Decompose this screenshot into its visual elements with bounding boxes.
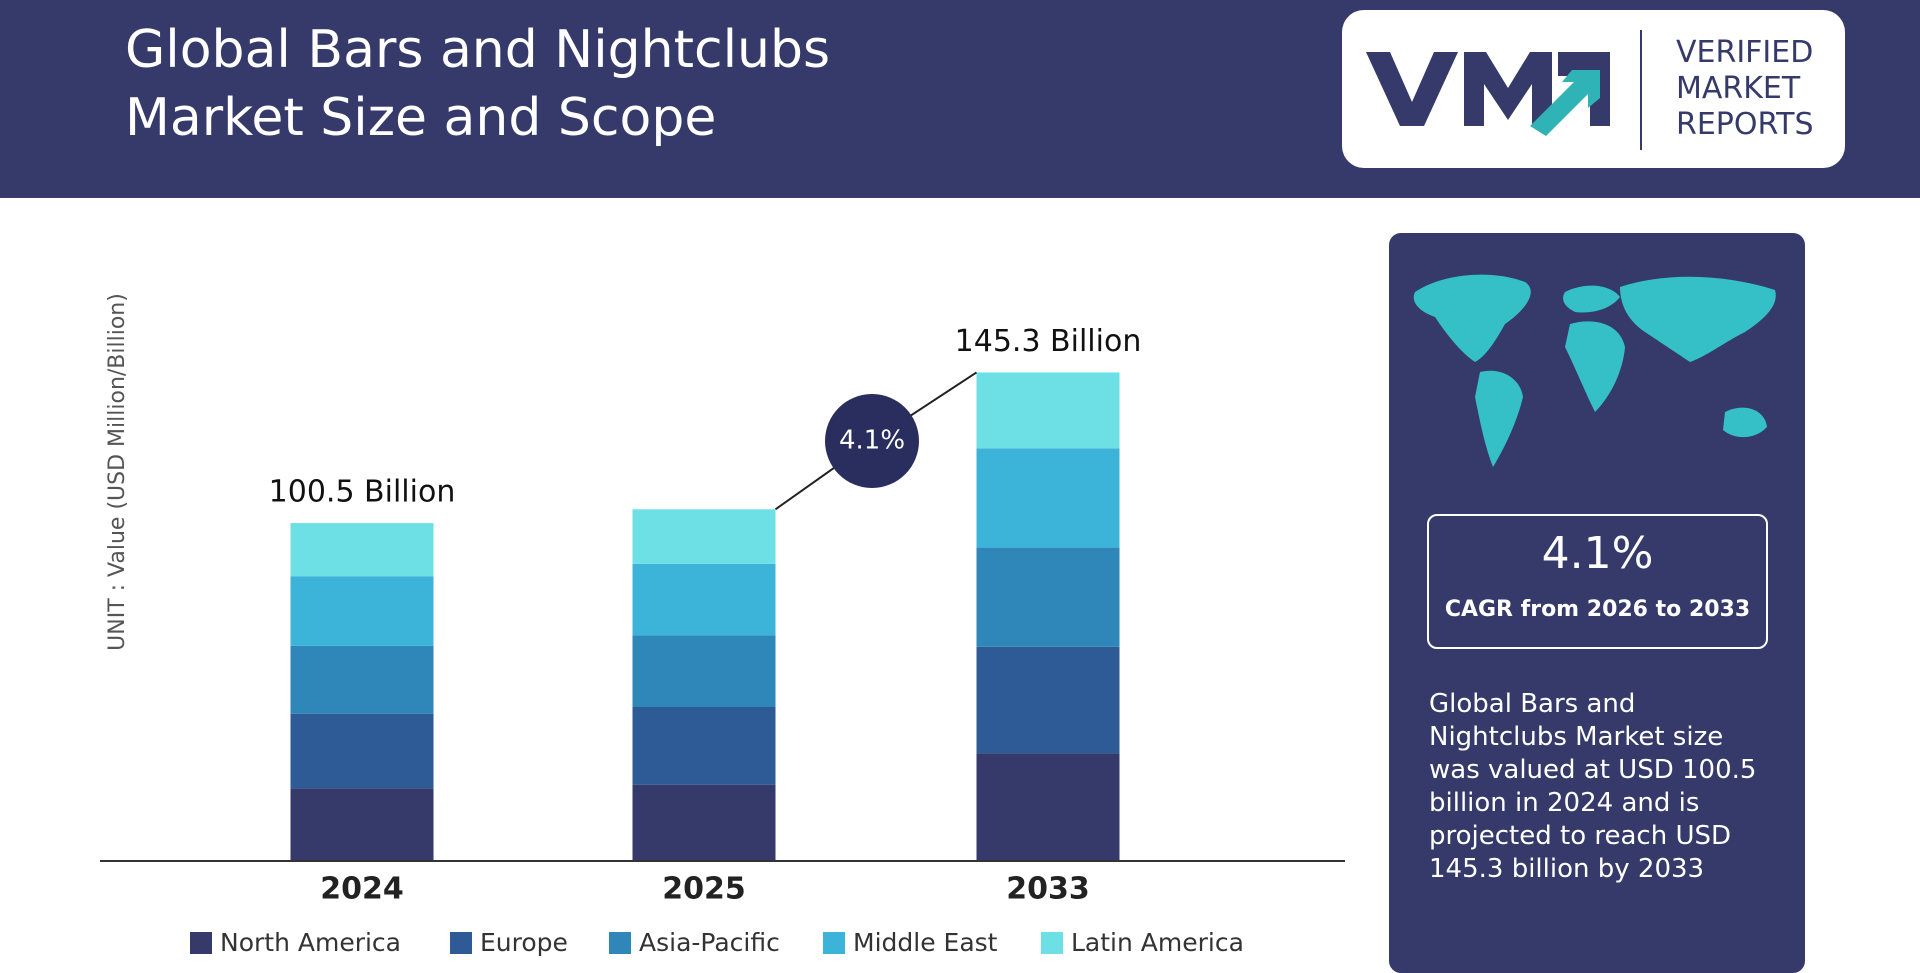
x-tick-label: 2025 [662, 872, 746, 907]
logo-mark [1366, 52, 1610, 136]
bar-segment [290, 645, 434, 714]
description: Global Bars and Nightclubs Market size w… [1429, 689, 1757, 884]
cagr-value: 4.1% [1541, 528, 1654, 579]
bar-segment [976, 372, 1120, 449]
bar-segment [632, 784, 776, 861]
cagr-box [1427, 514, 1768, 649]
world-map [1413, 274, 1776, 467]
chart: UNIT : Value (USD Million/Billion) 2024 10… [100, 293, 1345, 957]
bar-segment [976, 753, 1120, 861]
bar-segment [976, 646, 1120, 754]
bar-segment [290, 788, 434, 861]
bar-segment [632, 635, 776, 707]
bar-segment [290, 576, 434, 646]
bar-segment [632, 706, 776, 785]
cagr-bubble [825, 394, 919, 488]
cagr-bubble-label: 4.1% [839, 426, 905, 456]
logo-text: VERIFIED [1676, 35, 1814, 70]
logo-text: MARKET [1676, 71, 1801, 106]
title-line: Market Size and Scope [125, 88, 717, 148]
legend-swatch [609, 932, 631, 954]
bar-segment [632, 509, 776, 564]
total-label: 100.5 Billion [269, 475, 456, 510]
bar-segment [976, 547, 1120, 647]
legend-swatch [823, 932, 845, 954]
logo-divider [1640, 30, 1642, 150]
legend-swatch [1041, 932, 1063, 954]
legend-label: Latin America [1071, 928, 1244, 957]
total-label: 145.3 Billion [955, 324, 1142, 359]
y-axis-title: UNIT : Value (USD Million/Billion) [105, 293, 130, 651]
legend-label: Europe [480, 928, 568, 957]
logo-text: REPORTS [1676, 107, 1814, 142]
title-line: Global Bars and Nightclubs [125, 20, 831, 80]
legend-label: North America [220, 928, 401, 957]
bar-segment [290, 523, 434, 577]
bar-segment [976, 448, 1120, 548]
legend-swatch [450, 932, 472, 954]
cagr-label: CAGR from 2026 to 2033 [1444, 597, 1751, 622]
legend-label: Asia-Pacific [639, 928, 780, 957]
x-tick-label: 2033 [1006, 872, 1090, 907]
x-tick-label: 2024 [320, 872, 404, 907]
bar-segment [290, 713, 434, 789]
legend-swatch [190, 932, 212, 954]
bar-segment [632, 563, 776, 636]
legend-label: Middle East [853, 928, 998, 957]
